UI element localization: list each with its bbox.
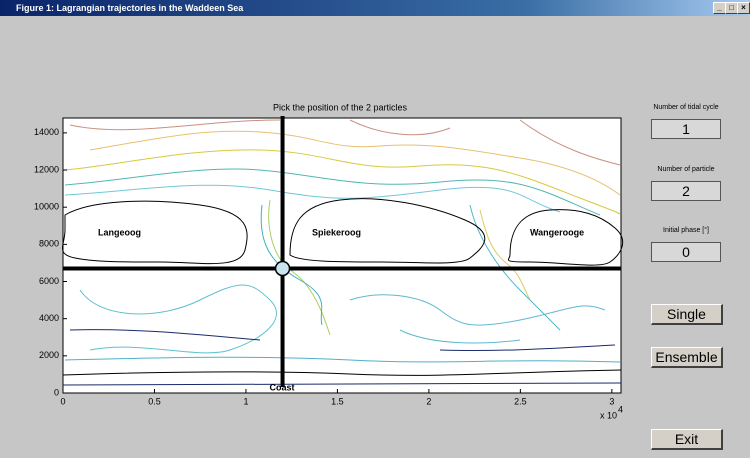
x-tick-label: 0	[60, 396, 65, 406]
y-tick-label: 2000	[39, 350, 59, 360]
y-tick-label: 14000	[34, 127, 59, 137]
y-tick-label: 12000	[34, 164, 59, 174]
x-exponent-base: x 10	[600, 410, 617, 420]
contours	[62, 119, 624, 386]
x-tick-label: 1.5	[331, 396, 344, 406]
window-title: Figure 1: Lagrangian trajectories in the…	[16, 3, 244, 13]
field-input[interactable]: 0	[651, 242, 721, 262]
x-tick-label: 2.5	[514, 396, 527, 406]
field-input[interactable]: 1	[651, 119, 721, 139]
field-label: Number of particle	[657, 166, 715, 173]
annotation: Coast	[269, 382, 294, 392]
x-tick-label: 1	[243, 396, 248, 406]
field-label: Initial phase [°]	[663, 227, 709, 234]
field-input[interactable]: 2	[651, 181, 721, 201]
y-tick-label: 0	[54, 387, 59, 397]
x-tick-label: 3	[609, 396, 614, 406]
button[interactable]: Ensemble	[651, 347, 723, 368]
button[interactable]: Exit	[651, 429, 723, 450]
y-tick-label: 8000	[39, 239, 59, 249]
annotation: Langeoog	[98, 227, 141, 237]
y-tick-label: 4000	[39, 313, 59, 323]
annotation: Spiekeroog	[312, 227, 361, 237]
x-tick-label: 0.5	[148, 396, 161, 406]
y-tick-label: 10000	[34, 202, 59, 212]
title-bar: Figure 1: Lagrangian trajectories in the…	[0, 0, 750, 16]
annotation: Wangerooge	[530, 227, 584, 237]
field-label: Number of tidal cycle	[653, 104, 719, 111]
button[interactable]: Single	[651, 304, 723, 325]
axes	[62, 117, 622, 394]
x-exponent-power: 4	[618, 404, 623, 414]
picked-point	[274, 260, 291, 277]
plot-title: Pick the position of the 2 particles	[273, 102, 408, 112]
y-tick-label: 6000	[39, 276, 59, 286]
x-tick-label: 2	[426, 396, 431, 406]
maximize-button[interactable]: □	[725, 2, 738, 14]
